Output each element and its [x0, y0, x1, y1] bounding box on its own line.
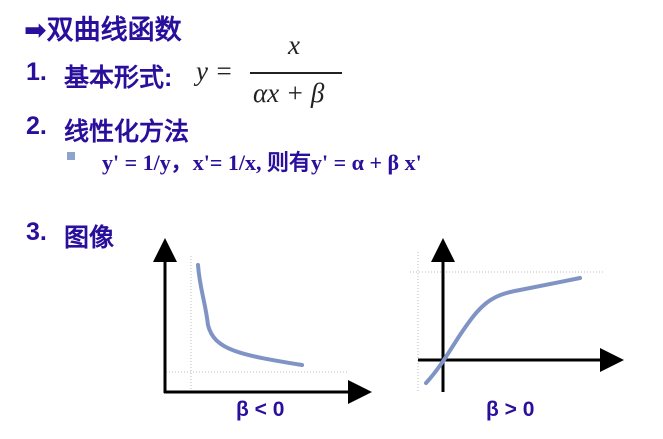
item-2-label: 线性化方法: [64, 118, 190, 146]
right-arrow-icon: ➡: [24, 15, 47, 45]
item-2-number: 2.: [26, 112, 47, 140]
curve: [424, 276, 582, 385]
formula-denominator: αx + β: [253, 78, 325, 108]
graph-1-label: β < 0: [236, 398, 285, 421]
item-1-label: 基本形式:: [64, 64, 173, 92]
linearization-text: y' = 1/y，x'= 1/x, 则有y' = α + β x': [102, 150, 422, 175]
item-1-number: 1.: [26, 58, 47, 86]
curve: [196, 263, 304, 367]
formula-numerator: x: [288, 30, 300, 60]
item-3-number: 3.: [26, 218, 47, 246]
formula-lhs: y =: [196, 56, 233, 86]
fraction-bar: [250, 72, 342, 74]
bullet-icon: [67, 152, 75, 160]
item-3-label: 图像: [64, 224, 115, 252]
graph-beta-positive: [410, 238, 624, 392]
title: ➡双曲线函数: [24, 15, 182, 45]
graph-beta-negative: [153, 238, 372, 404]
graph-2-label: β > 0: [486, 398, 535, 421]
